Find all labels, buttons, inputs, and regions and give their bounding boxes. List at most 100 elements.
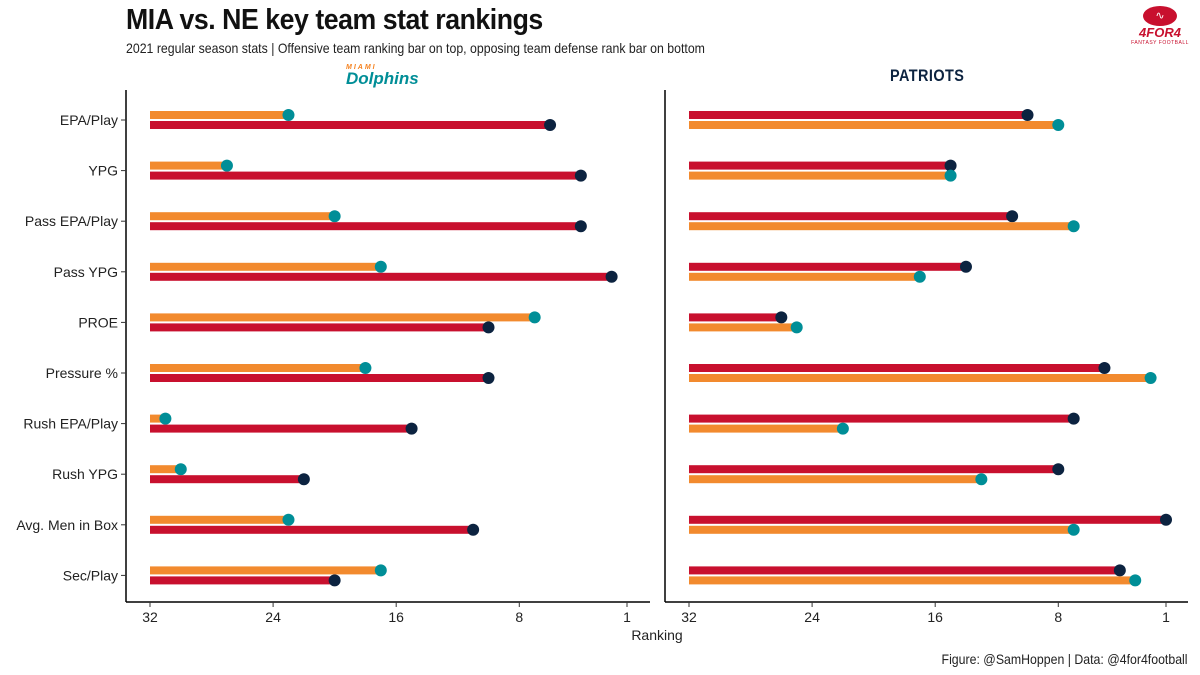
x-tick-label: 8 — [515, 609, 523, 625]
bar-top — [689, 161, 951, 170]
bar-bottom — [150, 525, 474, 534]
y-tick-label: Rush YPG — [52, 466, 118, 482]
bar-top — [150, 566, 381, 575]
dot-top — [159, 412, 172, 425]
x-tick-label: 16 — [927, 609, 943, 625]
dot-top — [944, 159, 957, 172]
bar-top — [150, 414, 166, 423]
dot-top — [1021, 109, 1034, 121]
bar-bottom — [150, 576, 335, 585]
dot-bottom — [482, 372, 495, 384]
y-tick-label: Pressure % — [46, 365, 118, 381]
bar-top — [689, 212, 1013, 221]
x-tick-label: 1 — [1162, 609, 1170, 625]
bar-top — [689, 515, 1166, 524]
x-tick-label: 16 — [388, 609, 404, 625]
bar-top — [150, 515, 289, 524]
dot-top — [1113, 564, 1126, 577]
dot-bottom — [574, 169, 587, 182]
dot-bottom — [790, 321, 803, 334]
bar-bottom — [150, 475, 304, 484]
logo-sub: FANTASY FOOTBALL — [1131, 40, 1189, 46]
dolphins-logo: MIAMI Dolphins — [346, 64, 419, 88]
dot-bottom — [1067, 523, 1080, 536]
bar-top — [689, 262, 966, 271]
bar-top — [150, 111, 289, 119]
y-tick-label: YPG — [88, 163, 118, 179]
y-tick-label: EPA/Play — [60, 112, 118, 128]
dot-top — [174, 463, 187, 476]
dot-bottom — [328, 574, 341, 587]
dot-bottom — [297, 473, 310, 486]
x-tick-label: 32 — [142, 609, 158, 625]
x-tick-label: 1 — [623, 609, 631, 625]
y-tick-label: Pass YPG — [54, 264, 118, 280]
dot-top — [374, 260, 387, 273]
dot-top — [1098, 362, 1111, 374]
dot-bottom — [574, 220, 587, 233]
dolphins-logo-top: MIAMI — [346, 64, 377, 71]
bar-top — [150, 262, 381, 271]
bar-top — [689, 414, 1074, 423]
x-tick-label: 24 — [265, 609, 281, 625]
x-axis-title: Ranking — [631, 627, 682, 643]
chart-title: MIA vs. NE key team stat rankings — [126, 4, 543, 36]
dot-bottom — [467, 523, 480, 536]
bar-top — [689, 566, 1120, 575]
chart-caption: Figure: @SamHoppen | Data: @4for4footbal… — [941, 651, 1188, 667]
bar-bottom — [689, 576, 1136, 585]
bar-top — [689, 313, 782, 322]
bar-bottom — [689, 272, 920, 281]
y-tick-label: Avg. Men in Box — [16, 517, 118, 533]
dot-top — [328, 210, 341, 223]
logo-brand: 4FOR4 — [1139, 25, 1181, 40]
bar-bottom — [150, 171, 581, 180]
dot-top — [1160, 513, 1172, 526]
dot-bottom — [836, 422, 849, 435]
4for4-logo: ∿ 4FOR4 FANTASY FOOTBALL — [1128, 6, 1192, 46]
patriots-logo: PATRIOTS — [890, 66, 965, 85]
bar-bottom — [150, 374, 489, 382]
x-tick-label: 24 — [804, 609, 820, 625]
dot-top — [528, 311, 541, 324]
y-tick-label: Rush EPA/Play — [23, 416, 118, 432]
dot-top — [282, 513, 295, 526]
bar-bottom — [689, 525, 1074, 534]
bar-top — [150, 212, 335, 221]
dot-top — [220, 159, 233, 172]
y-tick-label: Pass EPA/Play — [25, 213, 118, 229]
bar-top — [689, 111, 1028, 119]
x-tick-label: 32 — [681, 609, 697, 625]
bar-bottom — [150, 323, 489, 332]
bar-top — [150, 313, 535, 322]
bar-bottom — [150, 424, 412, 433]
chart-subtitle: 2021 regular season stats | Offensive te… — [126, 40, 705, 56]
dot-bottom — [1052, 119, 1065, 131]
dot-top — [282, 109, 295, 121]
bar-bottom — [689, 374, 1151, 382]
bar-bottom — [689, 171, 951, 180]
dolphins-logo-text: Dolphins — [346, 69, 419, 88]
bar-top — [689, 465, 1059, 474]
y-tick-label: Sec/Play — [63, 567, 118, 583]
dot-bottom — [1129, 574, 1142, 587]
bar-bottom — [689, 222, 1074, 231]
x-tick-label: 8 — [1054, 609, 1062, 625]
bar-bottom — [689, 121, 1059, 129]
dot-top — [359, 362, 372, 374]
dot-top — [959, 260, 972, 273]
bar-bottom — [150, 272, 612, 281]
dot-bottom — [405, 422, 418, 435]
bar-bottom — [150, 121, 551, 129]
dot-bottom — [1067, 220, 1080, 233]
bar-top — [150, 364, 366, 372]
dot-bottom — [482, 321, 495, 334]
dot-top — [374, 564, 387, 577]
dot-bottom — [1144, 372, 1157, 384]
dot-bottom — [605, 270, 618, 283]
bar-top — [689, 364, 1105, 372]
bar-top — [150, 465, 181, 474]
football-icon: ∿ — [1143, 6, 1177, 26]
